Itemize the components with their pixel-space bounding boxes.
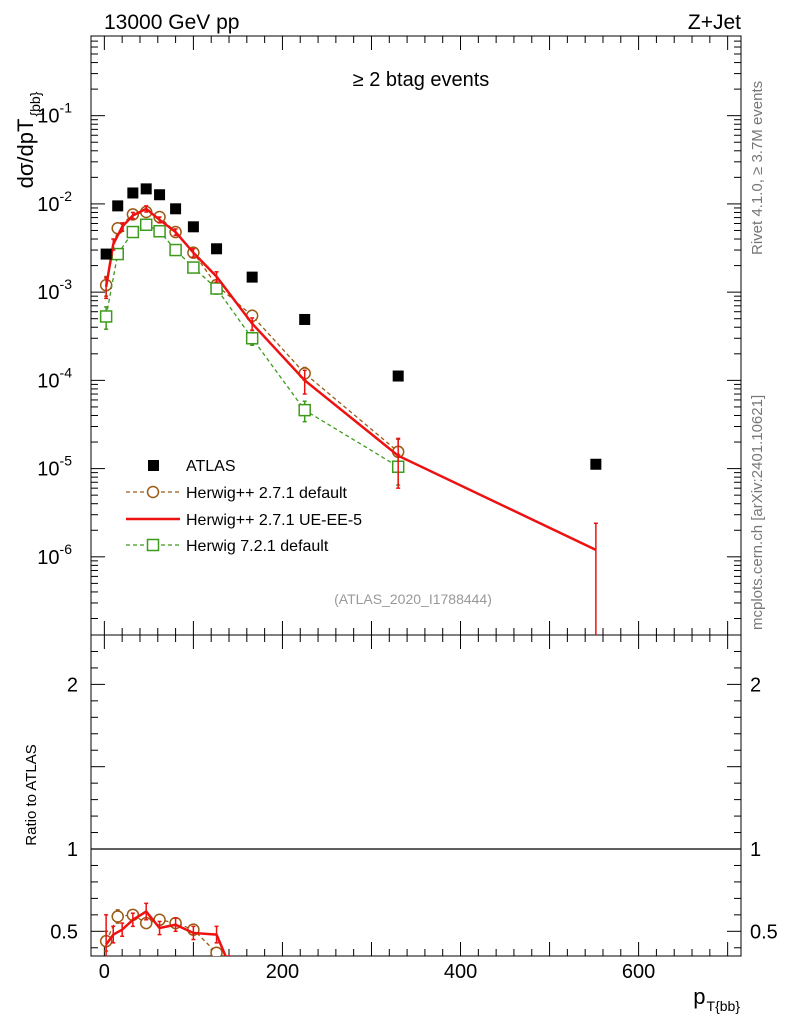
y-tick-label-ratio-right: 2: [750, 674, 761, 696]
atlas-point: [170, 203, 182, 215]
y-tick-label-main-base: 10: [37, 370, 59, 392]
main-data-layer: [99, 183, 602, 635]
herwig7-point: [169, 243, 182, 257]
y-tick-label-main-exp: -1: [60, 100, 73, 116]
herwig7-point: [139, 218, 153, 232]
ratio-plot-frame: [90, 634, 742, 957]
y-tick-label-main-exp: -6: [60, 541, 73, 557]
main-axis-ticks: 10-110-210-310-410-510-6: [37, 35, 741, 619]
y-tick-label-main-base: 10: [37, 459, 59, 481]
y-tick-label-main: 10-3: [37, 276, 72, 304]
svg-text:dσ/dpT{bb}: dσ/dpT {bb}: [13, 91, 43, 188]
y-tick-label-main-exp: -5: [60, 453, 73, 469]
legend-herwig7-label: Herwig 7.2.1 default: [186, 538, 329, 555]
y-tick-label-main: 10-1: [37, 100, 72, 128]
herwig7-point: [153, 224, 166, 238]
y-axis-label-ratio: Ratio to ATLAS: [23, 744, 40, 845]
ratio-herwigpp-default-point: [111, 910, 124, 923]
herwigpp-ueee5-line: [104, 207, 597, 551]
legend-herwig7-marker: [146, 538, 160, 552]
atlas-point: [127, 187, 139, 199]
ratio-herwigpp-default-point: [210, 946, 223, 956]
atlas-point: [246, 271, 258, 283]
y-tick-label-main: 10-2: [37, 188, 72, 216]
atlas-point: [187, 221, 199, 233]
herwig7-point: [210, 282, 223, 295]
y-tick-label-ratio-right: 1: [750, 839, 761, 861]
atlas-point: [211, 243, 223, 255]
y-tick-label-main: 10-4: [37, 364, 72, 392]
x-tick-label: 0: [99, 961, 110, 983]
atlas-point: [392, 370, 404, 382]
mcplots-label: mcplots.cern.ch [arXiv:2401.10621]: [749, 395, 766, 630]
y-tick-label-main-base: 10: [37, 282, 59, 304]
header-left: 13000 GeV pp: [104, 11, 239, 34]
legend-atlas-label: ATLAS: [186, 458, 236, 475]
y-tick-label-main-exp: -4: [60, 364, 73, 380]
herwig7-point: [187, 261, 200, 274]
y-tick-label-main-base: 10: [37, 106, 59, 128]
atlas-point: [112, 200, 124, 212]
herwig7-point: [126, 225, 140, 239]
y-tick-label-ratio-left: 2: [67, 674, 78, 696]
ratio-herwigpp-ueee5-line: [105, 909, 227, 956]
x-tick-label: 200: [266, 961, 299, 983]
chart-title: ≥ 2 btag events: [353, 69, 490, 91]
y-tick-label-main-base: 10: [37, 194, 59, 216]
y-tick-label-ratio-right: 0.5: [750, 921, 778, 943]
rivet-label: Rivet 4.1.0, ≥ 3.7M events: [749, 81, 766, 255]
ratio-data-layer: [91, 848, 741, 956]
y-tick-label-ratio-left: 1: [67, 839, 78, 861]
y-tick-label-main: 10-6: [37, 541, 72, 569]
atlas-point: [299, 313, 311, 325]
herwig7-point: [245, 332, 259, 345]
legend-herwigpp-default-marker: [146, 485, 160, 499]
atlas-point: [154, 189, 166, 201]
x-axis-ticks: 0 200 400 600: [99, 36, 729, 983]
legend-atlas-marker: [148, 460, 159, 471]
atlas-point: [100, 248, 112, 260]
y-axis-label-main: dσ/dpT {bb}: [13, 91, 43, 188]
y-tick-label-ratio-left: 0.5: [50, 921, 78, 943]
analysis-label: (ATLAS_2020_I1788444): [334, 591, 492, 607]
y-tick-label-main: 10-5: [37, 453, 72, 481]
y-tick-label-main-base: 10: [37, 547, 59, 569]
herwig7-point: [99, 310, 113, 323]
herwig7-point: [298, 403, 311, 417]
x-label-sub: T{bb}: [707, 998, 741, 1014]
y-tick-label-main-exp: -2: [60, 188, 73, 204]
x-label-text: p: [693, 984, 705, 1009]
header-right: Z+Jet: [688, 11, 741, 34]
ratio-axis-ticks: 0.5 0.5 1 1 2 2: [50, 634, 778, 949]
x-axis-label: pT{bb}: [693, 984, 740, 1014]
legend-herwigpp-default-label: Herwig++ 2.7.1 default: [186, 485, 348, 502]
x-tick-label: 400: [444, 961, 477, 983]
atlas-point: [140, 183, 152, 195]
atlas-point: [590, 458, 602, 470]
x-tick-label: 600: [622, 961, 655, 983]
y-label-main-sub: {bb}: [27, 91, 43, 116]
legend: ATLAS Herwig++ 2.7.1 default Herwig++ 2.…: [126, 458, 362, 555]
y-label-main-text: dσ/dpT: [13, 119, 38, 189]
y-tick-label-main-exp: -3: [60, 276, 73, 292]
legend-herwigpp-ueee5-label: Herwig++ 2.7.1 UE-EE-5: [186, 512, 362, 529]
